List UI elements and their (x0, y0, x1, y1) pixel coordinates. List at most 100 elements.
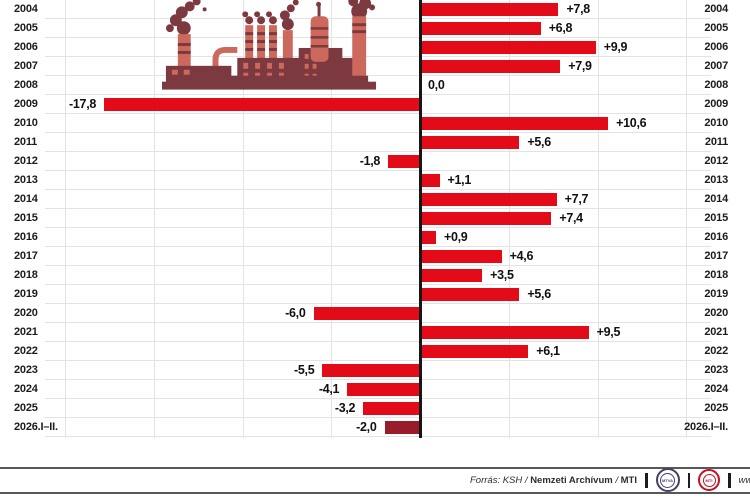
year-label-left: 2022 (14, 345, 38, 357)
gridline-horizontal (45, 170, 711, 171)
source-mid: / (615, 474, 618, 486)
footer-divider-top (0, 467, 750, 469)
factory-illustration (161, 0, 377, 90)
smoke-cloud-right (348, 0, 376, 20)
gridline-horizontal (45, 322, 711, 323)
gridline-horizontal (45, 227, 711, 228)
gridline-vertical (65, 0, 66, 438)
smoke-cloud-left (165, 0, 207, 36)
bar (420, 22, 541, 35)
bar (420, 326, 589, 339)
gridline-vertical (242, 0, 244, 438)
year-label-left: 2026.I–II. (14, 421, 58, 433)
gridline-vertical (331, 0, 333, 438)
year-label-right: 2018 (704, 269, 728, 281)
year-label-left: 2010 (14, 117, 38, 129)
year-label-left: 2005 (14, 22, 38, 34)
year-label-right: 2004 (704, 3, 728, 15)
bar (420, 288, 520, 301)
value-label: +7,4 (559, 211, 583, 225)
bar (420, 136, 520, 149)
gridline-horizontal (45, 151, 711, 152)
footer: Forrás: KSH / Nemzeti Archívum / MTI MTV… (470, 468, 750, 492)
year-label-left: 2009 (14, 98, 38, 110)
year-label-right: 2025 (704, 402, 728, 414)
value-label: +10,6 (616, 116, 647, 130)
mti-logo-icon: MTI (698, 469, 720, 491)
year-label-right: 2012 (704, 155, 728, 167)
value-label: +9,9 (603, 40, 628, 54)
gridline-horizontal (45, 360, 711, 361)
year-label-left: 2015 (14, 212, 38, 224)
year-label-left: 2007 (14, 60, 38, 72)
value-label: +5,6 (527, 135, 551, 149)
mtva-logo-text: MTVA (660, 472, 675, 488)
year-label-right: 2016 (704, 231, 728, 243)
bar (384, 421, 420, 434)
gridline-horizontal (45, 37, 711, 38)
striped-chimneys (242, 11, 277, 62)
year-label-left: 2011 (14, 136, 38, 148)
mtva-logo-icon: MTVA (655, 468, 680, 492)
year-label-left: 2004 (14, 3, 38, 15)
gridline-horizontal (45, 341, 711, 342)
bar (363, 402, 420, 415)
year-label-left: 2013 (14, 174, 38, 186)
year-label-right: 2026.I–II. (684, 421, 728, 433)
year-label-right: 2014 (704, 193, 728, 205)
gridline-horizontal (45, 189, 711, 190)
gridline-horizontal (45, 379, 711, 380)
bar (420, 345, 529, 358)
bar (420, 41, 596, 54)
gridline-horizontal (45, 18, 711, 19)
year-label-left: 2025 (14, 402, 38, 414)
year-label-right: 2017 (704, 250, 728, 262)
value-label: +7,9 (568, 59, 592, 73)
year-label-left: 2006 (14, 41, 38, 53)
value-label: +0,9 (443, 230, 468, 244)
zero-axis-line (419, 0, 422, 438)
bar-chart: 2004 2004 +7,8 2005 2005 +6,8 2006 2006 +9,9 2007… (14, 0, 728, 438)
year-label-left: 2008 (14, 79, 38, 91)
value-label: -2,0 (356, 420, 377, 434)
gridline-horizontal (45, 417, 711, 418)
value-label: +6,8 (548, 21, 573, 35)
year-label-right: 2015 (704, 212, 728, 224)
value-label: +7,8 (566, 2, 590, 16)
bar (420, 250, 502, 263)
bar (313, 307, 420, 320)
bar (322, 364, 420, 377)
source-mti: MTI (620, 474, 637, 486)
gridline-horizontal (45, 75, 711, 76)
value-label: -6,0 (285, 306, 306, 320)
year-label-left: 2012 (14, 155, 38, 167)
year-label-left: 2017 (14, 250, 38, 262)
gridline-horizontal (45, 113, 711, 114)
gridline-horizontal (45, 208, 711, 209)
footer-separator (728, 472, 731, 488)
bar (347, 383, 420, 396)
bar (420, 193, 557, 206)
smoke-cloud-middle (279, 0, 299, 31)
source-prefix: Forrás: KSH / (470, 474, 528, 486)
gridline-horizontal (45, 56, 711, 57)
value-label: -17,8 (69, 97, 97, 111)
bar (420, 231, 436, 244)
year-label-left: 2020 (14, 307, 38, 319)
bar (388, 155, 420, 168)
gridline-horizontal (45, 265, 711, 266)
year-label-left: 2021 (14, 326, 38, 338)
value-label: +7,7 (564, 192, 589, 206)
year-label-right: 2010 (704, 117, 728, 129)
bar (420, 269, 483, 282)
bar (104, 98, 420, 111)
bar (420, 212, 552, 225)
gridline-horizontal (45, 246, 711, 247)
footer-separator (645, 472, 648, 488)
bar (420, 60, 561, 73)
source-archive: Nemzeti Archívum (530, 474, 613, 486)
year-label-right: 2006 (704, 41, 728, 53)
bar (420, 3, 559, 16)
year-label-right: 2011 (704, 136, 728, 148)
